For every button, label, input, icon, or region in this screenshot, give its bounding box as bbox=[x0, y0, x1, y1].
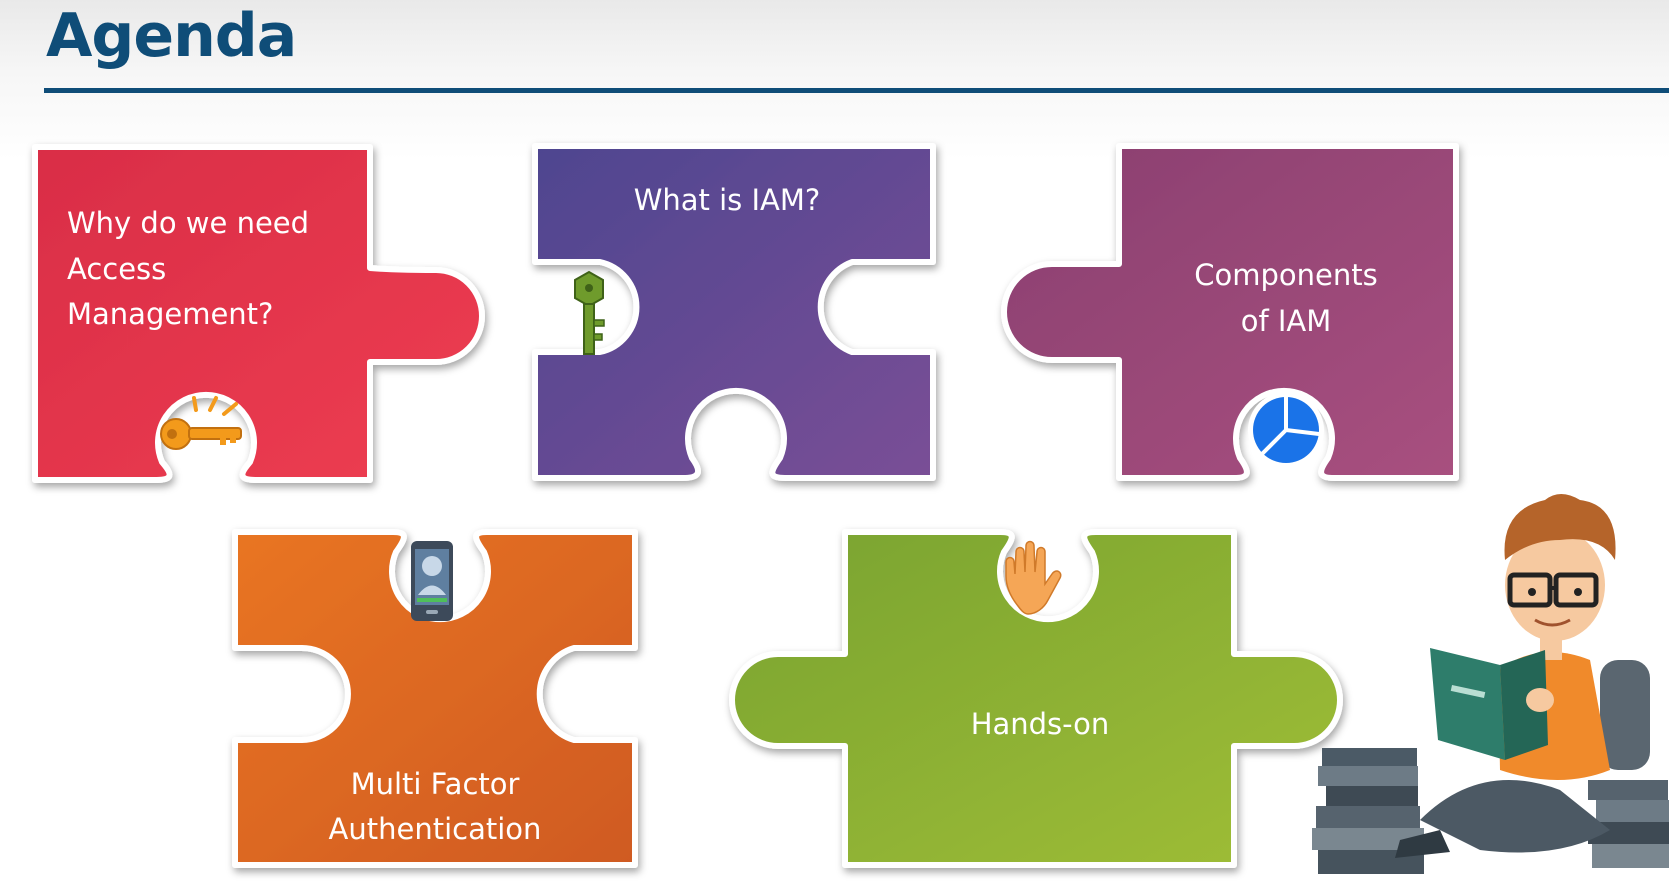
hand-icon bbox=[1005, 540, 1062, 615]
puzzle-piece-hands-on[interactable] bbox=[729, 529, 1343, 868]
hands-on-title: Hands-on bbox=[971, 707, 1110, 741]
components-title-line-1: Components bbox=[1194, 258, 1377, 292]
puzzle-piece-access-management[interactable] bbox=[32, 144, 485, 483]
green-key-icon bbox=[574, 270, 605, 355]
page-title: Agenda bbox=[46, 1, 297, 71]
student-reading-icon bbox=[1312, 494, 1669, 874]
puzzle-piece-components-of-iam[interactable] bbox=[1001, 143, 1459, 481]
mfa-title-line-2: Authentication bbox=[329, 812, 542, 846]
components-title-line-2: of IAM bbox=[1241, 304, 1332, 338]
puzzle-piece-what-is-iam[interactable] bbox=[532, 143, 936, 481]
access-title-line-2: Access bbox=[67, 252, 166, 286]
access-title-line-1: Why do we need bbox=[67, 206, 309, 240]
pie-chart-icon bbox=[1248, 392, 1324, 468]
title-underline bbox=[44, 88, 1669, 93]
what-is-iam-title: What is IAM? bbox=[634, 183, 821, 217]
mfa-title-line-1: Multi Factor bbox=[351, 767, 520, 801]
access-title-line-3: Management? bbox=[67, 297, 273, 331]
key-icon bbox=[160, 396, 242, 450]
phone-icon bbox=[411, 541, 453, 621]
